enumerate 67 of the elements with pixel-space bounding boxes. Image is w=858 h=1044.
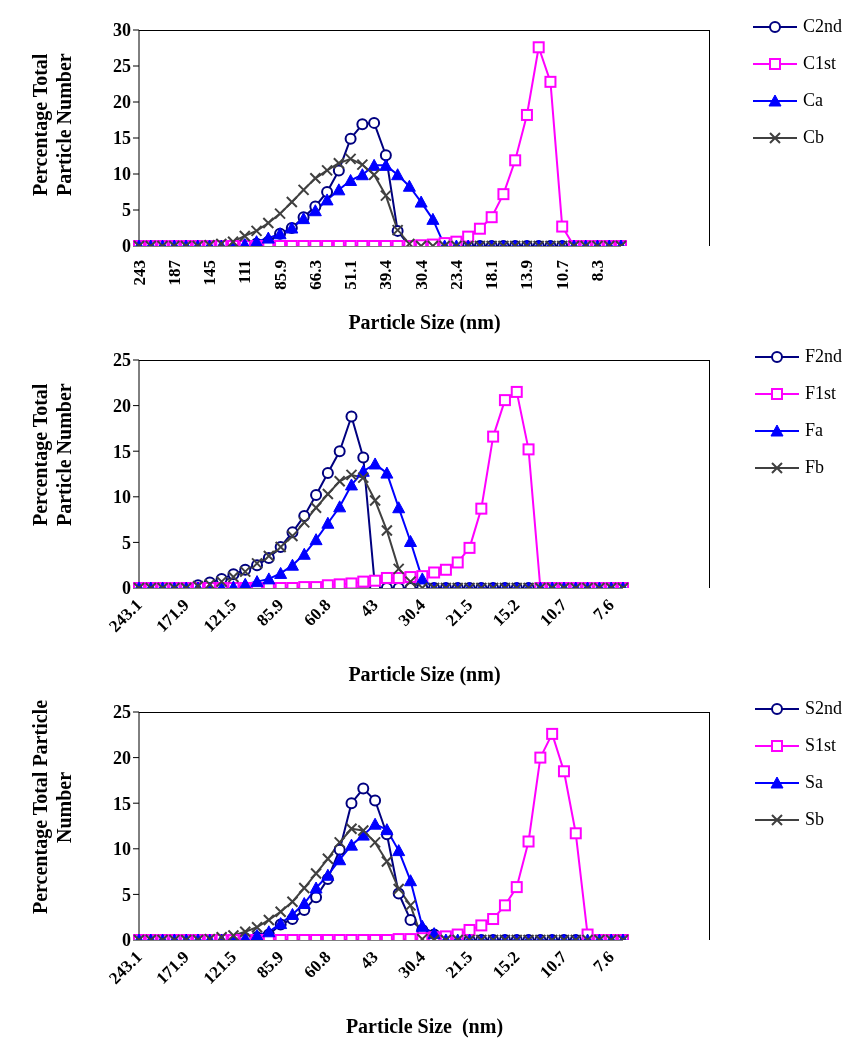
y-tick-label: 30 (113, 20, 131, 41)
x-tick-label: 21.5 (441, 947, 477, 982)
y-tick-label: 10 (113, 164, 131, 185)
y-tick-label: 0 (122, 236, 131, 257)
y-tick-label: 15 (113, 793, 131, 814)
x-tick-label: 15.2 (488, 947, 524, 982)
y-tick-label: 15 (113, 128, 131, 149)
x-tick-label: 145 (200, 260, 220, 286)
legend-label: Sb (804, 809, 824, 830)
x-tick-label: 243 (129, 260, 149, 286)
x-tick-label: 30.4 (394, 946, 430, 982)
x-tick-label: 111 (235, 260, 255, 284)
y-tick-label: 25 (113, 350, 131, 371)
legend-label: Sa (804, 772, 823, 793)
y-tick-label: 25 (113, 56, 131, 77)
x-tick-label: 21.5 (441, 595, 477, 630)
y-axis-title: Percentage Total Particle Number (28, 699, 76, 916)
y-tick-label: 5 (122, 200, 131, 221)
y-tick-label: 20 (113, 747, 131, 768)
x-tick-label: 85.9 (252, 947, 288, 982)
y-tick-label: 5 (122, 532, 131, 553)
y-tick-label: 20 (113, 92, 131, 113)
legend-label: Cb (802, 127, 824, 148)
x-tick-label: 60.8 (300, 595, 335, 630)
x-axis-title: Particle Size (nm) (344, 1015, 505, 1038)
x-tick-label: 18.1 (482, 260, 502, 290)
x-tick-label: 10.7 (552, 259, 572, 290)
x-tick-label: 7.6 (589, 947, 618, 976)
y-axis-title: Percentage Total Particle Number (28, 52, 76, 199)
legend-label: C2nd (802, 16, 842, 37)
y-tick-label: 10 (113, 839, 131, 860)
legend-label: C1st (802, 53, 836, 74)
legend-label: Ca (802, 90, 823, 111)
y-tick-label: 10 (113, 487, 131, 508)
x-tick-label: 30.4 (394, 594, 430, 630)
x-tick-label: 85.9 (252, 595, 288, 630)
x-tick-label: 15.2 (488, 595, 524, 630)
y-tick-label: 0 (122, 930, 131, 951)
legend-label: Fa (804, 420, 823, 441)
x-tick-label: 60.8 (300, 947, 335, 982)
y-tick-label: 25 (113, 702, 131, 723)
x-tick-label: 187 (164, 259, 184, 286)
legend-label: F2nd (804, 346, 842, 367)
legend-label: S2nd (804, 698, 842, 719)
x-tick-label: 43 (356, 595, 382, 621)
x-tick-label: 10.7 (536, 594, 572, 630)
x-tick-label: 43 (356, 947, 382, 973)
x-tick-label: 85.9 (270, 260, 290, 290)
x-tick-label: 7.6 (589, 595, 618, 624)
x-tick-label: 23.4 (446, 259, 466, 290)
y-axis-title: Percentage Total Particle Number (28, 382, 76, 529)
y-tick-label: 15 (113, 441, 131, 462)
x-tick-label: 13.9 (517, 260, 537, 290)
legend-label: F1st (804, 383, 837, 404)
legend-label: Fb (804, 457, 824, 478)
x-axis-title: Particle Size (nm) (347, 663, 502, 686)
legend-label: S1st (804, 735, 837, 756)
y-tick-label: 0 (122, 578, 131, 599)
x-tick-label: 66.3 (305, 260, 325, 290)
x-tick-label: 30.4 (411, 259, 431, 290)
y-tick-label: 5 (122, 884, 131, 905)
x-tick-label: 39.4 (376, 259, 396, 290)
x-axis-title: Particle Size (nm) (347, 311, 502, 334)
x-tick-label: 51.1 (341, 260, 361, 290)
y-tick-label: 20 (113, 395, 131, 416)
x-tick-label: 8.3 (587, 260, 607, 282)
x-tick-label: 10.7 (536, 946, 572, 982)
